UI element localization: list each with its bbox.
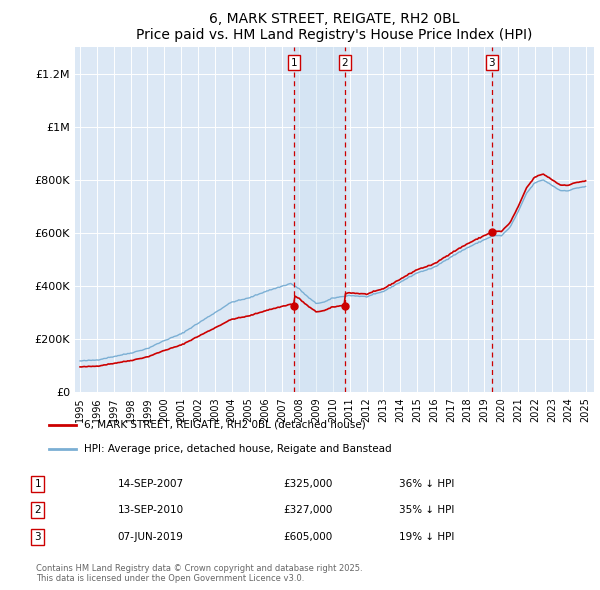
Text: 1: 1	[34, 479, 41, 489]
Text: 2: 2	[341, 58, 348, 68]
Text: 36% ↓ HPI: 36% ↓ HPI	[400, 479, 455, 489]
Text: Contains HM Land Registry data © Crown copyright and database right 2025.
This d: Contains HM Land Registry data © Crown c…	[36, 563, 362, 583]
Title: 6, MARK STREET, REIGATE, RH2 0BL
Price paid vs. HM Land Registry's House Price I: 6, MARK STREET, REIGATE, RH2 0BL Price p…	[136, 12, 533, 42]
Text: 6, MARK STREET, REIGATE, RH2 0BL (detached house): 6, MARK STREET, REIGATE, RH2 0BL (detach…	[83, 420, 365, 430]
Text: £605,000: £605,000	[283, 532, 332, 542]
Text: 07-JUN-2019: 07-JUN-2019	[118, 532, 184, 542]
Bar	[294, 47, 345, 392]
Text: 35% ↓ HPI: 35% ↓ HPI	[400, 506, 455, 515]
Text: 3: 3	[488, 58, 495, 68]
Text: 14-SEP-2007: 14-SEP-2007	[118, 479, 184, 489]
Text: 13-SEP-2010: 13-SEP-2010	[118, 506, 184, 515]
Text: £327,000: £327,000	[283, 506, 333, 515]
Text: 19% ↓ HPI: 19% ↓ HPI	[400, 532, 455, 542]
Bar	[492, 47, 500, 392]
Text: £325,000: £325,000	[283, 479, 333, 489]
Text: 2: 2	[34, 506, 41, 515]
Text: HPI: Average price, detached house, Reigate and Banstead: HPI: Average price, detached house, Reig…	[83, 444, 391, 454]
Text: 3: 3	[34, 532, 41, 542]
Text: 1: 1	[291, 58, 298, 68]
